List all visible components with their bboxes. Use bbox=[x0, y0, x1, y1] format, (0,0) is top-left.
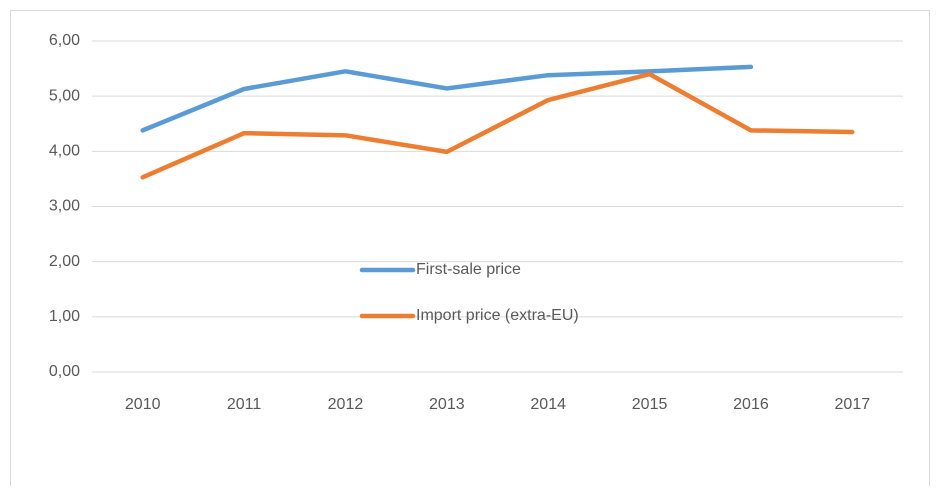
series-line bbox=[140, 71, 855, 180]
x-tick-label: 2011 bbox=[227, 396, 262, 413]
y-tick-label: 6,00 bbox=[49, 32, 80, 49]
y-tick-label: 1,00 bbox=[49, 308, 80, 325]
x-tick-label: 2015 bbox=[632, 396, 668, 413]
y-tick-label: 4,00 bbox=[49, 143, 80, 160]
legend-label: Import price (extra-EU) bbox=[416, 307, 579, 324]
chart-border bbox=[10, 10, 930, 491]
series-line bbox=[140, 64, 754, 133]
y-tick-label: 2,00 bbox=[49, 253, 80, 270]
y-tick-label: 3,00 bbox=[49, 198, 80, 215]
x-tick-label: 2014 bbox=[530, 396, 566, 413]
legend-label: First-sale price bbox=[416, 261, 521, 278]
x-tick-label: 2012 bbox=[328, 396, 364, 413]
x-tick-label: 2016 bbox=[733, 396, 769, 413]
y-tick-label: 5,00 bbox=[49, 87, 80, 104]
x-tick-label: 2013 bbox=[429, 396, 465, 413]
y-tick-label: 0,00 bbox=[49, 363, 80, 380]
x-tick-label: 2010 bbox=[125, 396, 161, 413]
x-tick-label: 2017 bbox=[835, 396, 871, 413]
